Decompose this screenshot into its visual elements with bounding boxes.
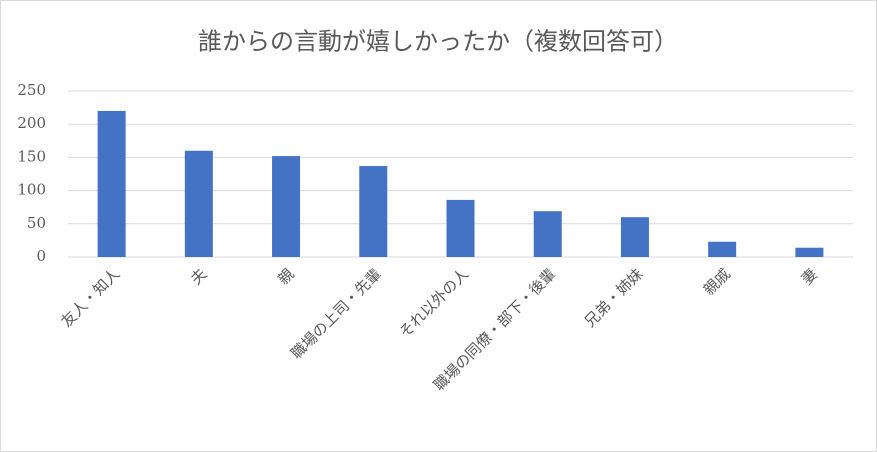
chart-title: 誰からの言動が嬉しかったか（複数回答可） bbox=[198, 28, 678, 56]
bar bbox=[446, 199, 475, 257]
bar bbox=[184, 150, 213, 257]
y-tick-label: 250 bbox=[17, 81, 46, 99]
y-tick-label: 100 bbox=[17, 181, 46, 199]
bar bbox=[533, 211, 562, 257]
bar bbox=[708, 241, 737, 257]
y-tick-label: 0 bbox=[36, 247, 46, 265]
y-tick-label: 50 bbox=[27, 214, 46, 232]
bar bbox=[272, 156, 301, 257]
bar bbox=[97, 110, 126, 257]
y-tick-label: 200 bbox=[17, 114, 46, 132]
bar bbox=[795, 247, 824, 257]
y-tick-label: 150 bbox=[17, 147, 46, 165]
bar bbox=[620, 217, 649, 257]
bar bbox=[359, 166, 388, 257]
